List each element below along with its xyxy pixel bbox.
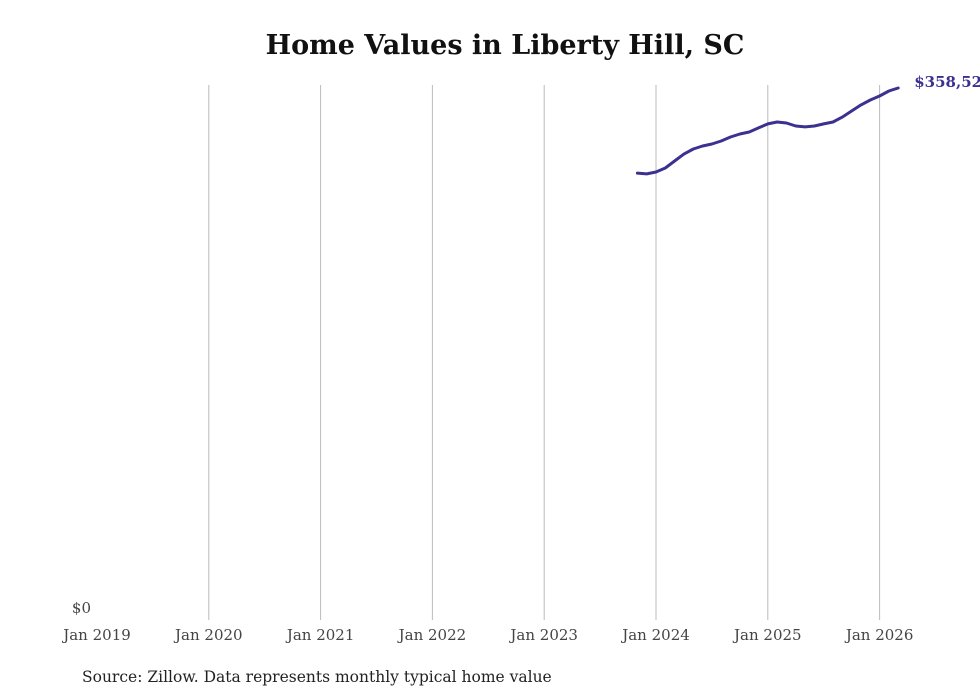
x-tick-label: Jan 2021: [285, 626, 355, 644]
y-tick-label: $0: [72, 599, 91, 617]
x-tick-label: Jan 2025: [732, 626, 802, 644]
x-tick-label: Jan 2020: [173, 626, 243, 644]
x-tick-label: Jan 2026: [844, 626, 914, 644]
end-value-label: $358,52: [914, 73, 980, 91]
x-tick-label: Jan 2023: [508, 626, 578, 644]
x-tick-label: Jan 2022: [397, 626, 467, 644]
x-tick-label: Jan 2019: [61, 626, 131, 644]
chart-title: Home Values in Liberty Hill, SC: [265, 30, 745, 61]
source-note: Source: Zillow. Data represents monthly …: [82, 668, 552, 686]
x-tick-label: Jan 2024: [620, 626, 690, 644]
